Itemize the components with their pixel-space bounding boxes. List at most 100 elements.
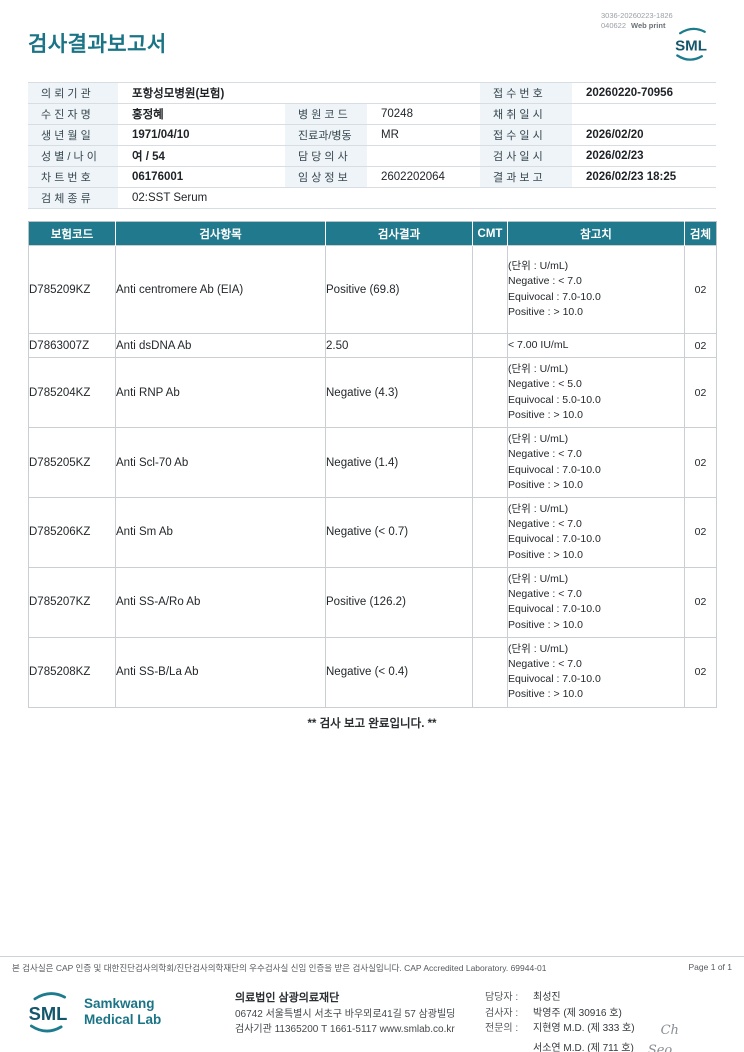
staff-row: 담당자 : 최성진 [485, 990, 679, 1006]
result-test-name: Anti SS-B/La Ab [115, 636, 326, 708]
result-code: D785204KZ [28, 357, 116, 429]
table-row: D785208KZ Anti SS-B/La Ab Negative (< 0.… [28, 636, 717, 708]
brand-name: Samkwang Medical Lab [84, 996, 161, 1027]
result-cmt [472, 427, 508, 498]
department-value: MR [367, 124, 480, 146]
result-reference: (단위 : U/mL) Negative : < 7.0 Equivocal :… [507, 245, 685, 334]
result-value: Negative (< 0.4) [325, 636, 473, 708]
sml-logo-icon: SML [668, 26, 714, 62]
footer-brand: SML Samkwang Medical Lab [20, 990, 235, 1034]
result-code: D785207KZ [28, 566, 116, 638]
info-row: 의뢰기관 포항성모병원(보험) 접수번호 20260220-70956 [28, 82, 716, 104]
hospital-code-value: 70248 [367, 103, 480, 125]
result-test-name: Anti centromere Ab (EIA) [115, 245, 326, 334]
sml-logo-icon: SML [29, 992, 68, 1033]
report-time-label: 결과보고 [480, 166, 572, 188]
report-header: 검사결과보고서 3036-20260223-1826 040622 Web pri… [0, 0, 744, 80]
result-specimen: 02 [684, 357, 717, 429]
chart-no-value: 06176001 [118, 166, 285, 188]
result-specimen: 02 [684, 636, 717, 708]
print-type-label: Web print [631, 21, 666, 31]
table-row: D7863007Z Anti dsDNA Ab 2.50 < 7.00 IU/m… [28, 332, 717, 359]
document-number-line2: 040622 Web print [601, 21, 673, 31]
patient-name-label: 수진자명 [28, 103, 118, 125]
result-test-name: Anti Scl-70 Ab [115, 427, 326, 498]
staff-role: 담당자 : [485, 992, 519, 1003]
doctor-signature: Ch [660, 1023, 679, 1038]
result-value: 2.50 [325, 332, 473, 359]
result-cmt [472, 245, 508, 334]
result-value: Negative (1.4) [325, 427, 473, 498]
table-row: D785206KZ Anti Sm Ab Negative (< 0.7) (단… [28, 496, 717, 568]
staff-row: 전문의 : 지현영 M.D. (제 333 호) Ch [485, 1021, 679, 1041]
company-contact: 검사기관 11365200 T 1661-5117 www.smlab.co.k… [235, 1023, 455, 1035]
completion-note: ** 검사 보고 완료입니다. ** [307, 717, 437, 730]
result-reference: (단위 : U/mL) Negative : < 7.0 Equivocal :… [507, 496, 685, 568]
col-header-test: 검사항목 [115, 221, 326, 246]
result-specimen: 02 [684, 566, 717, 638]
table-row: D785205KZ Anti Scl-70 Ab Negative (1.4) … [28, 427, 717, 498]
results-table: 보험코드 검사항목 검사결과 CMT 참고치 검체 D785209KZ Anti… [28, 221, 717, 708]
receipt-time-label: 접수일시 [480, 124, 572, 146]
result-specimen: 02 [684, 332, 717, 359]
patient-name-value: 홍정혜 [118, 103, 285, 125]
result-cmt [472, 496, 508, 568]
brand-name-line2: Medical Lab [84, 1012, 162, 1027]
receipt-no-label: 접수번호 [480, 82, 572, 104]
birth-date-value: 1971/04/10 [118, 124, 285, 146]
doctor-label: 담당의사 [285, 145, 367, 167]
result-value: Positive (69.8) [325, 245, 473, 334]
result-code: D785209KZ [28, 245, 116, 334]
company-name: 의료법인 삼광의료재단 [235, 992, 340, 1004]
col-header-result: 검사결과 [325, 221, 473, 246]
result-reference: < 7.00 IU/mL [507, 332, 685, 359]
result-cmt [472, 566, 508, 638]
table-row: D785207KZ Anti SS-A/Ro Ab Positive (126.… [28, 566, 717, 638]
specimen-type-value: 02:SST Serum [118, 187, 716, 209]
result-value: Negative (4.3) [325, 357, 473, 429]
sex-age-label: 성별/나이 [28, 145, 118, 167]
document-code: 040622 [601, 21, 627, 31]
result-code: D785205KZ [28, 427, 116, 498]
page-number: Page 1 of 1 [688, 962, 732, 972]
staff-role: 전문의 : [485, 1023, 519, 1034]
svg-text:SML: SML [675, 37, 707, 54]
staff-info: 담당자 : 최성진 검사자 : 박영주 (제 30916 호) 전문의 : 지현… [485, 990, 679, 1052]
result-reference: (단위 : U/mL) Negative : < 5.0 Equivocal :… [507, 357, 685, 429]
result-cmt [472, 332, 508, 359]
test-time-label: 검사일시 [480, 145, 572, 167]
col-header-specimen: 검체 [684, 221, 717, 246]
info-row: 검체종류 02:SST Serum [28, 187, 716, 209]
patient-info-table: 의뢰기관 포항성모병원(보험) 접수번호 20260220-70956 수진자명… [28, 82, 716, 209]
footer-divider [0, 956, 744, 957]
report-time-value: 2026/02/23 18:25 [572, 166, 716, 188]
info-row: 차트번호 06176001 임상정보 2602202064 결과보고 2026/… [28, 166, 716, 188]
collect-time-label: 채취일시 [480, 103, 572, 125]
requesting-org-label: 의뢰기관 [28, 82, 118, 104]
company-address: 06742 서울특별시 서초구 바우뫼로41길 57 삼광빌딩 [235, 1008, 456, 1020]
birth-date-label: 생년월일 [28, 124, 118, 146]
result-value: Negative (< 0.7) [325, 496, 473, 568]
result-code: D785208KZ [28, 636, 116, 708]
doctor-signature: Seo [647, 1043, 673, 1052]
svg-text:SML: SML [29, 1003, 68, 1024]
results-table-header: 보험코드 검사항목 검사결과 CMT 참고치 검체 [28, 221, 717, 246]
info-row: 수진자명 홍정혜 병원코드 70248 채취일시 [28, 103, 716, 125]
report-footer: 본 검사실은 CAP 인증 및 대한진단검사의학회/진단검사의학재단의 우수검사… [0, 956, 744, 1052]
info-row: 생년월일 1971/04/10 진료과/병동 MR 접수일시 2026/02/2… [28, 124, 716, 146]
staff-name: 서소연 M.D. (제 711 호) [533, 1043, 634, 1052]
brand-name-line1: Samkwang [84, 996, 155, 1012]
receipt-no-value: 20260220-70956 [572, 82, 716, 104]
requesting-org-value: 포항성모병원(보험) [118, 82, 480, 104]
staff-name: 최성진 [533, 992, 561, 1003]
result-cmt [472, 636, 508, 708]
result-test-name: Anti SS-A/Ro Ab [115, 566, 326, 638]
result-value: Positive (126.2) [325, 566, 473, 638]
col-header-reference: 참고치 [507, 221, 685, 246]
doctor-value [367, 145, 480, 167]
document-number-line1: 3036-20260223-1826 [601, 11, 673, 20]
chart-no-label: 차트번호 [28, 166, 118, 188]
result-cmt [472, 357, 508, 429]
staff-name: 지현영 M.D. (제 333 호) [533, 1023, 635, 1034]
